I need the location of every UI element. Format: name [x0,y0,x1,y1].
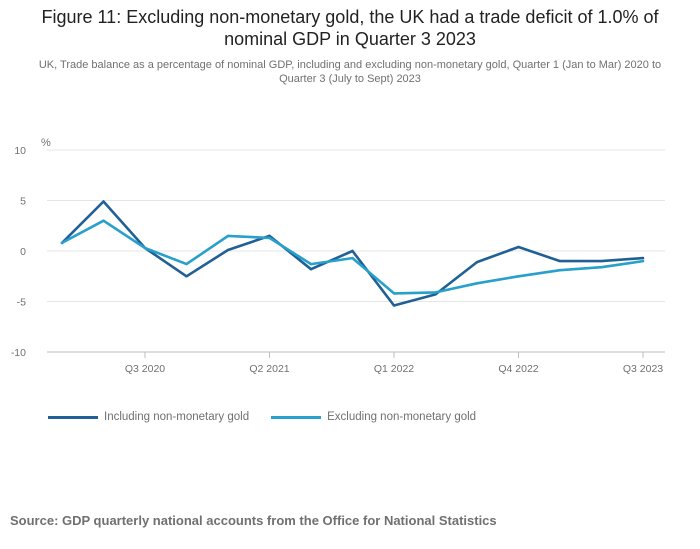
data-point [558,259,562,263]
data-point [434,293,437,296]
data-point [185,275,188,278]
y-tick-label: 0 [20,246,26,258]
y-axis-unit-label: % [41,137,51,149]
data-point [351,256,354,260]
line-chart: % 10 5 0 -5 -10 Q3 2020 Q2 2021 Q1 2022 Q4 2022 Q3… [11,137,665,375]
data-point [143,246,147,250]
data-point [475,260,479,264]
data-point [102,219,105,222]
data-point [392,292,396,295]
data-point [558,268,562,272]
data-point [60,241,64,245]
chart-title: Figure 11: Excluding non-monetary gold, … [41,7,659,49]
x-tick-label: Q4 2022 [498,363,538,375]
data-point [517,245,520,249]
chart-subtitle: UK, Trade balance as a percentage of nom… [38,59,662,85]
data-point [226,234,230,238]
series-line-including [60,200,645,307]
x-tick-label: Q1 2022 [374,363,414,375]
legend-swatch-excluding [271,415,322,419]
data-point [641,256,645,260]
data-point [268,236,271,240]
data-point [600,259,603,263]
data-point [434,291,437,294]
x-tick-label: Q3 2023 [623,363,663,375]
data-point [475,282,479,285]
x-tick-label: Q3 2020 [125,363,165,375]
data-point [392,304,396,307]
data-point [226,248,230,252]
data-point [517,275,520,278]
legend-label-excluding: Excluding non-monetary gold [327,411,477,423]
chart-legend: Including non-monetary gold Excluding no… [48,408,498,426]
y-tick-label: 10 [14,145,26,157]
data-point [351,249,354,253]
legend-item-including[interactable]: Including non-monetary gold [48,411,249,423]
data-point [641,259,645,263]
source-note: Source: GDP quarterly national accounts … [10,513,497,528]
y-tick-label: -5 [17,297,26,309]
data-point [309,262,313,266]
y-tick-label: -10 [11,347,26,359]
data-point [102,200,105,203]
y-tick-label: 5 [20,196,26,208]
x-tick-label: Q2 2021 [249,363,289,375]
data-point [600,265,603,269]
data-point [185,262,188,266]
legend-item-excluding[interactable]: Excluding non-monetary gold [271,411,476,423]
legend-label-including: Including non-monetary gold [104,411,250,423]
legend-swatch-including [48,415,98,419]
data-point [309,267,313,271]
data-point [268,234,271,238]
